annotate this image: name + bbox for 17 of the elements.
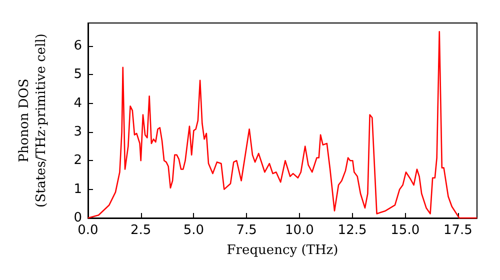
x-axis-title: Frequency (THz) <box>226 242 338 258</box>
y-tick-label: 2 <box>74 153 82 168</box>
y-tick-label: 5 <box>74 67 82 82</box>
x-tick-label: 0.0 <box>78 223 98 238</box>
x-tick-label: 17.5 <box>443 223 472 238</box>
x-tick-label: 15.0 <box>390 223 420 238</box>
x-tick-label: 5.0 <box>183 223 204 238</box>
y-tick-label: 4 <box>74 96 82 111</box>
x-tick-label: 2.5 <box>130 223 152 238</box>
y-axis-title: Phonon DOS (States/THz·primitive cell) <box>17 33 49 208</box>
y-tick-label: 0 <box>74 210 82 226</box>
x-tick-label: 12.5 <box>338 223 367 238</box>
y-tick-label: 3 <box>74 124 82 140</box>
y-tick-label: 1 <box>74 182 82 197</box>
y-tick-label: 6 <box>74 38 82 54</box>
x-tick-label: 7.5 <box>236 223 257 238</box>
x-tick-label: 10.0 <box>284 223 314 238</box>
